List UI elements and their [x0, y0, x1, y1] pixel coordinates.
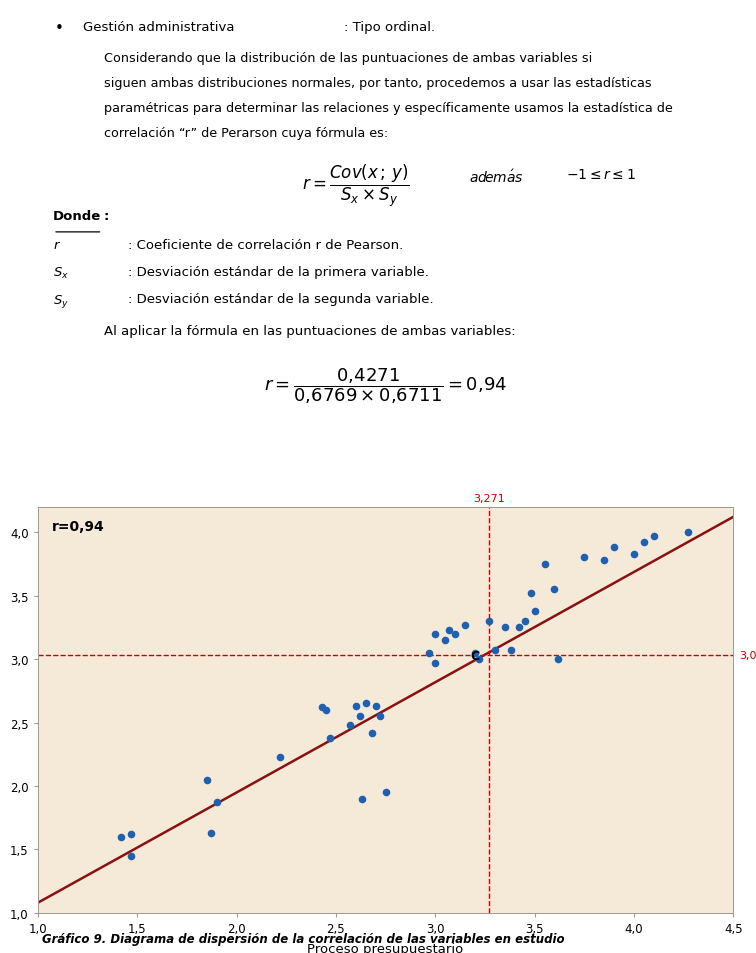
Text: r: r — [53, 239, 59, 253]
Point — [370, 699, 382, 714]
Point — [483, 614, 495, 629]
X-axis label: Proceso presupuestario: Proceso presupuestario — [308, 942, 463, 953]
Point — [469, 645, 481, 660]
Point — [608, 540, 620, 556]
Point — [350, 699, 362, 714]
Text: r=0,94: r=0,94 — [51, 519, 104, 534]
Point — [638, 535, 650, 550]
Text: $ad\!em\acute{a}s$: $ad\!em\acute{a}s$ — [469, 168, 524, 185]
Point — [211, 795, 223, 810]
Point — [373, 709, 386, 724]
Point — [354, 709, 366, 724]
Text: :: : — [103, 211, 109, 223]
Text: Gestión administrativa: Gestión administrativa — [83, 21, 234, 34]
Point — [528, 603, 541, 618]
Point — [548, 582, 560, 598]
Text: : Desviación estándar de la primera variable.: : Desviación estándar de la primera vari… — [129, 266, 429, 279]
Point — [538, 557, 550, 572]
Text: Gráfico 9. Diagrama de dispersión de la correlación de las variables en estudio: Gráfico 9. Diagrama de dispersión de la … — [42, 932, 564, 945]
Point — [443, 622, 455, 638]
Point — [344, 718, 356, 733]
Text: Considerando que la distribución de las puntuaciones de ambas variables si: Considerando que la distribución de las … — [104, 51, 592, 65]
Point — [205, 825, 217, 841]
Point — [682, 525, 694, 540]
Point — [513, 620, 525, 636]
Text: $-1 \leq r \leq 1$: $-1 \leq r \leq 1$ — [566, 168, 637, 182]
Point — [519, 614, 531, 629]
Point — [324, 730, 336, 745]
Text: C: C — [470, 650, 479, 662]
Text: siguen ambas distribuciones normales, por tanto, procedemos a usar las estadísti: siguen ambas distribuciones normales, po… — [104, 77, 652, 90]
Point — [355, 791, 367, 806]
Text: $S_x$: $S_x$ — [53, 266, 69, 281]
Text: 3,035: 3,035 — [739, 650, 756, 659]
Point — [628, 546, 640, 561]
Point — [459, 618, 471, 633]
Point — [115, 829, 127, 844]
Point — [648, 529, 660, 544]
Point — [505, 643, 517, 659]
Y-axis label: Gestión administrativa: Gestión administrativa — [0, 635, 3, 785]
Point — [360, 696, 372, 711]
Point — [423, 645, 435, 660]
Text: paramétricas para determinar las relaciones y específicamente usamos la estadíst: paramétricas para determinar las relacio… — [104, 102, 673, 115]
Point — [525, 586, 537, 601]
Point — [578, 550, 590, 565]
Point — [125, 826, 138, 841]
Text: $S_y$: $S_y$ — [53, 293, 69, 310]
Text: Al aplicar la fórmula en las puntuaciones de ambas variables:: Al aplicar la fórmula en las puntuacione… — [104, 324, 516, 337]
Text: 3,271: 3,271 — [473, 494, 505, 503]
Text: : Desviación estándar de la segunda variable.: : Desviación estándar de la segunda vari… — [129, 293, 434, 305]
Point — [429, 626, 442, 641]
Point — [380, 785, 392, 801]
Text: : Tipo ordinal.: : Tipo ordinal. — [344, 21, 435, 34]
Point — [125, 848, 138, 863]
Point — [439, 633, 451, 648]
Point — [449, 626, 461, 641]
Point — [316, 700, 328, 715]
Point — [320, 702, 332, 718]
Point — [499, 620, 511, 636]
Text: Donde: Donde — [53, 211, 101, 223]
Text: correlación “r” de Perarson cuya fórmula es:: correlación “r” de Perarson cuya fórmula… — [104, 127, 388, 140]
Point — [473, 652, 485, 667]
Text: $r = \dfrac{Cov(x\,;\,y)}{S_x \times S_y}$: $r = \dfrac{Cov(x\,;\,y)}{S_x \times S_y… — [302, 163, 410, 209]
Point — [429, 656, 442, 671]
Point — [553, 652, 565, 667]
Point — [200, 772, 212, 787]
Point — [598, 553, 610, 568]
Point — [274, 749, 287, 764]
Text: •: • — [55, 21, 64, 36]
Point — [366, 725, 378, 740]
Text: $r = \dfrac{0{,}4271}{0{,}6769 \times 0{,}6711} = 0{,}94$: $r = \dfrac{0{,}4271}{0{,}6769 \times 0{… — [264, 366, 507, 406]
Text: : Coeficiente de correlación r de Pearson.: : Coeficiente de correlación r de Pearso… — [129, 239, 404, 253]
Point — [489, 643, 501, 659]
